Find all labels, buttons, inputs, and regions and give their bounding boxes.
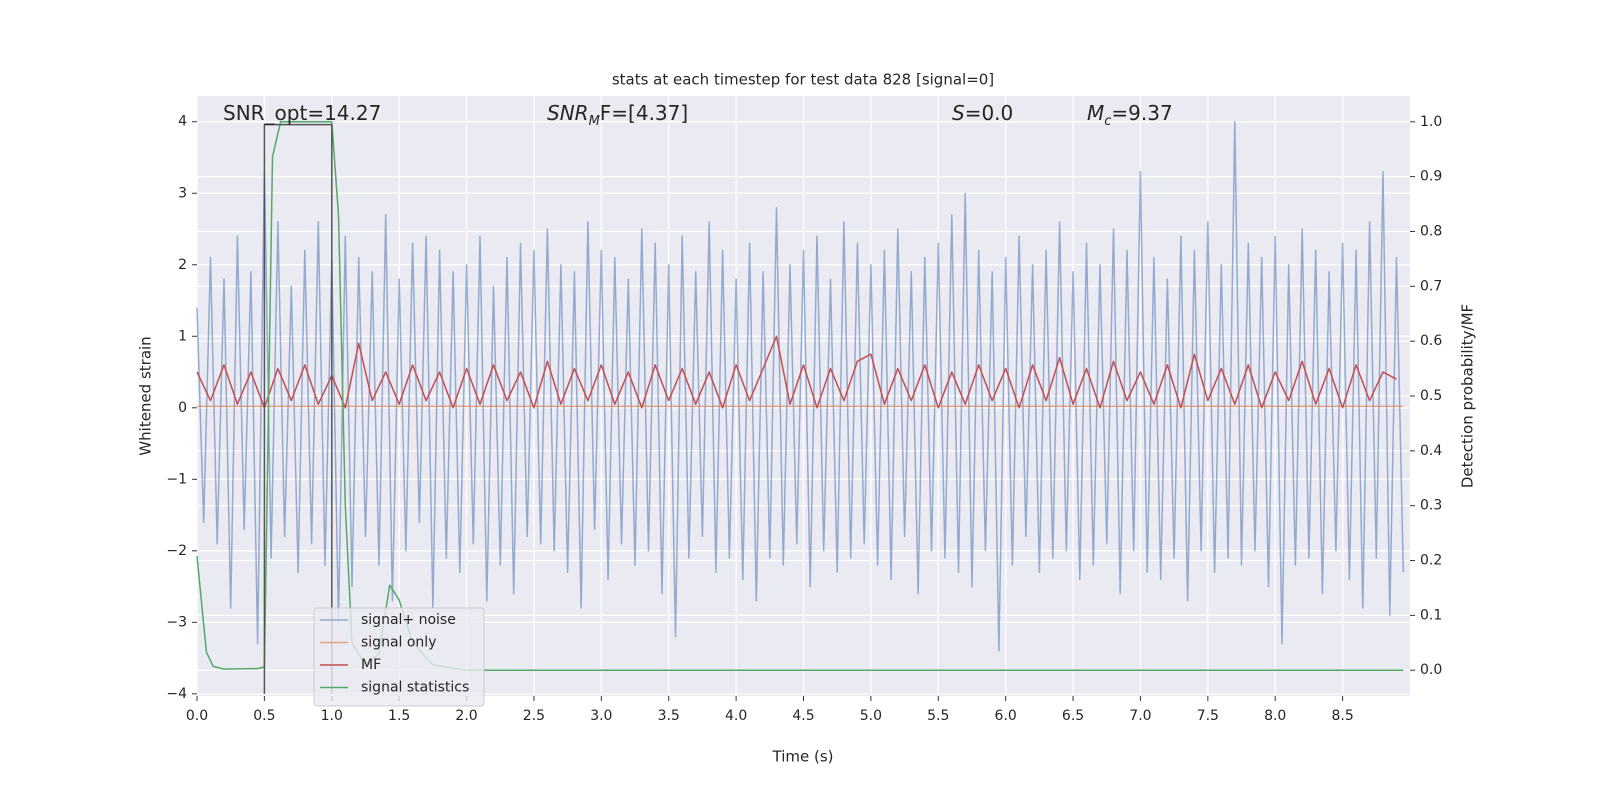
y-tick-label: 0 [178,400,187,416]
series-line [196,335,1397,409]
y-tick-label: −4 [166,686,187,702]
annotation: SNR_opt=14.27 [223,101,381,125]
y2-tick-label: 0.7 [1420,278,1442,294]
series-line [196,120,1405,652]
annotation: SNRMF=[4.37] [547,101,688,130]
x-tick-label: 0.0 [186,708,208,724]
y2-tick-label: 0.6 [1420,333,1442,349]
chart-title: stats at each timestep for test data 828… [612,71,994,89]
y-tick-label: −2 [166,543,187,559]
x-tick-label: 8.0 [1264,708,1286,724]
x-tick-label: 8.5 [1331,708,1353,724]
y-tick-label: 3 [178,185,187,201]
annotation-main: S [952,101,965,125]
annotation-sub: M [589,114,600,129]
x-tick-label: 4.5 [792,708,814,724]
y2-tick-label: 0.4 [1420,443,1442,459]
y2-tick-label: 0.9 [1420,169,1442,185]
y-axis-label: Whitened strain [137,336,155,455]
y2-tick-label: 0.2 [1420,553,1442,569]
y2-axis-label: Detection probability/MF [1459,304,1477,488]
x-tick-label: 7.0 [1129,708,1151,724]
legend-label: signal only [361,635,436,651]
y-tick-label: −1 [166,471,187,487]
y-tick-label: 4 [178,114,187,130]
y2-tick-label: 0.8 [1420,223,1442,239]
annotation-sub: c [1104,114,1111,129]
x-tick-label: 2.0 [455,708,477,724]
x-tick-label: 1.5 [388,708,410,724]
legend-box [313,607,485,707]
x-tick-label: 5.5 [927,708,949,724]
x-tick-label: 1.0 [321,708,343,724]
y2-tick-label: 0.3 [1420,498,1442,514]
annotation-main: SNR [547,101,589,125]
annotation-tail: =9.37 [1111,101,1172,125]
x-axis-label: Time (s) [772,748,834,766]
x-tick-label: 3.0 [590,708,612,724]
annotation-tail: F=[4.37] [600,101,688,125]
y2-tick-label: 0.0 [1420,662,1442,678]
legend-label: MF [361,657,381,673]
x-tick-label: 6.0 [995,708,1017,724]
y-tick-label: 2 [178,257,187,273]
annotation-main: SNR_opt=14.27 [223,101,381,125]
annotation: Mc=9.37 [1087,101,1173,130]
x-tick-label: 5.0 [860,708,882,724]
y2-tick-label: 0.1 [1420,607,1442,623]
x-tick-label: 4.0 [725,708,747,724]
x-tick-label: 2.5 [523,708,545,724]
x-tick-label: 7.5 [1197,708,1219,724]
window-line [263,123,333,694]
x-tick-label: 6.5 [1062,708,1084,724]
y2-tick-label: 1.0 [1420,114,1442,130]
y-tick-label: −3 [166,614,187,630]
annotation-tail: =0.0 [965,101,1014,125]
x-tick-label: 3.5 [658,708,680,724]
annotation-main: M [1087,101,1104,125]
y2-tick-label: 0.5 [1420,388,1442,404]
legend-label: signal+ noise [361,612,456,628]
legend-label: signal statistics [361,680,469,696]
x-tick-label: 0.5 [253,708,275,724]
y-tick-label: 1 [178,328,187,344]
annotation: S=0.0 [952,101,1013,125]
